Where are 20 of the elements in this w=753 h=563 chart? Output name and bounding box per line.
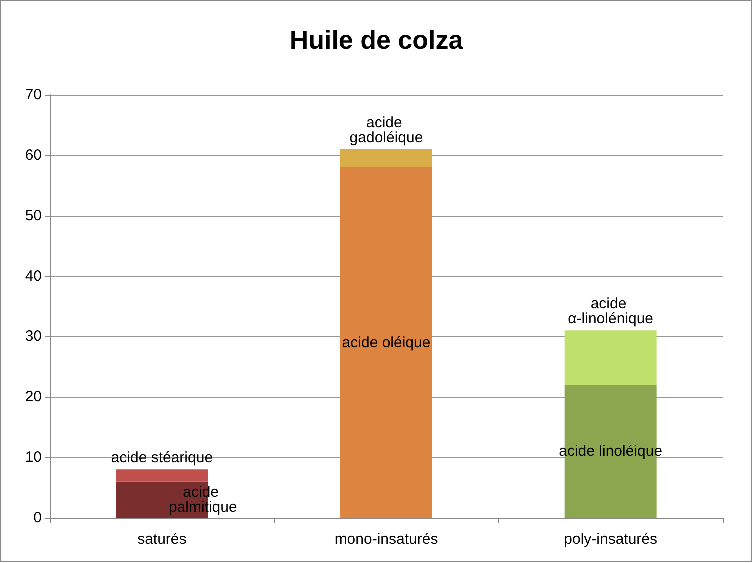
data-label: acide gadoléique (350, 114, 424, 146)
bar (340, 149, 432, 168)
bar (340, 168, 432, 518)
y-tick-label: 20 (25, 388, 42, 406)
x-tick-label: saturés (138, 531, 187, 548)
x-tick-label: mono-insaturés (334, 531, 438, 548)
bar (564, 330, 657, 386)
y-tick-label: 0 (34, 510, 42, 526)
y-tick-label: 40 (25, 268, 42, 285)
data-label: acide oléique (342, 334, 431, 352)
data-label: acide α-linolénique (568, 296, 654, 328)
chart-title: Huile de colza (290, 25, 464, 55)
y-tick-label: 60 (25, 146, 42, 164)
y-tick-label: 50 (25, 207, 42, 224)
y-tick-label: 70 (25, 86, 42, 104)
data-label: acide stéarique (111, 450, 214, 467)
y-tick-label: 10 (25, 449, 42, 466)
x-tick-label: poly-insaturés (564, 531, 658, 548)
bar (116, 470, 208, 482)
y-tick-label: 30 (25, 328, 42, 346)
